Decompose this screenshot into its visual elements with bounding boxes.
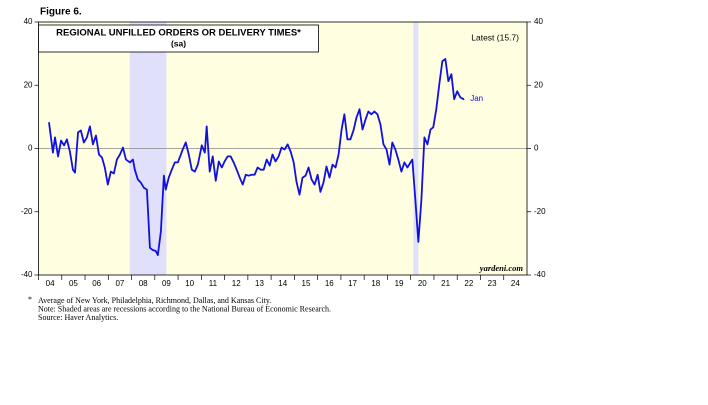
x-tick-label: 18 bbox=[371, 279, 380, 288]
y-tick-label: 40 bbox=[24, 17, 33, 26]
chart-subtitle: (sa) bbox=[171, 38, 186, 48]
x-tick-label: 24 bbox=[511, 279, 520, 288]
x-tick-label: 07 bbox=[115, 279, 124, 288]
x-tick-label: 21 bbox=[441, 279, 450, 288]
x-tick-label: 04 bbox=[46, 279, 55, 288]
y2-tick-label: -40 bbox=[534, 270, 546, 279]
y2-tick-label: 0 bbox=[534, 144, 539, 153]
y-tick-label: -20 bbox=[21, 207, 33, 216]
y-tick-label: 0 bbox=[28, 144, 33, 153]
y-tick-label: 20 bbox=[24, 80, 33, 89]
x-tick-label: 06 bbox=[92, 279, 101, 288]
x-tick-label: 12 bbox=[232, 279, 241, 288]
note: Source: Haver Analytics. bbox=[38, 313, 118, 322]
x-tick-label: 10 bbox=[185, 279, 194, 288]
x-tick-label: 19 bbox=[395, 279, 404, 288]
chart-title: REGIONAL UNFILLED ORDERS OR DELIVERY TIM… bbox=[56, 28, 301, 39]
end-label: Jan bbox=[470, 94, 483, 103]
plot-border bbox=[38, 21, 528, 276]
x-tick-label: 11 bbox=[209, 279, 218, 288]
x-tick-label: 23 bbox=[488, 279, 497, 288]
y-tick-label: -40 bbox=[21, 270, 33, 279]
x-tick-label: 09 bbox=[162, 279, 171, 288]
footnote: Average of New York, Philadelphia, Richm… bbox=[38, 296, 271, 305]
x-tick-label: 14 bbox=[278, 279, 287, 288]
x-tick-label: 20 bbox=[418, 279, 427, 288]
series-line bbox=[48, 58, 465, 256]
y2-tick-label: -20 bbox=[534, 207, 546, 216]
x-tick-label: 05 bbox=[69, 279, 78, 288]
x-tick-label: 08 bbox=[139, 279, 148, 288]
source-mark: yardeni.com bbox=[479, 263, 524, 273]
latest-label: Latest (15.7) bbox=[471, 32, 519, 42]
footnote-marker: * bbox=[28, 295, 32, 304]
y2-tick-label: 40 bbox=[534, 17, 543, 26]
x-tick-label: 16 bbox=[325, 279, 334, 288]
x-tick-label: 13 bbox=[255, 279, 264, 288]
x-tick-label: 15 bbox=[302, 279, 311, 288]
x-tick-label: 22 bbox=[464, 279, 473, 288]
title-box bbox=[38, 24, 319, 53]
y2-tick-label: 20 bbox=[534, 80, 543, 89]
figure-label: Figure 6. bbox=[40, 7, 82, 18]
x-tick-label: 17 bbox=[348, 279, 357, 288]
note: Note: Shaded areas are recessions accord… bbox=[38, 304, 331, 313]
